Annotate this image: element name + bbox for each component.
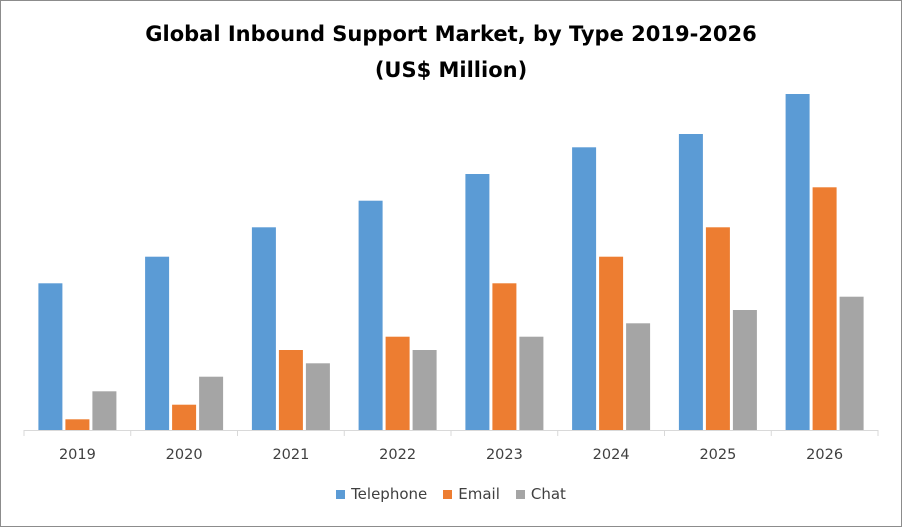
- x-tick-label-2025: 2025: [699, 447, 736, 463]
- bar-chat-2024: [626, 323, 651, 430]
- x-tick-label-2020: 2020: [166, 447, 203, 463]
- legend-item-email: Email: [443, 485, 500, 503]
- bar-chat-2023: [519, 336, 544, 430]
- bar-chat-2026: [839, 296, 864, 430]
- bar-telephone-2022: [358, 200, 383, 430]
- legend-label-email: Email: [458, 485, 500, 503]
- x-tick-label-2019: 2019: [59, 447, 96, 463]
- bar-email-2019: [65, 419, 90, 430]
- bar-email-2023: [492, 283, 517, 430]
- legend-item-chat: Chat: [515, 485, 566, 503]
- bar-chat-2022: [412, 350, 437, 430]
- bar-email-2024: [599, 256, 624, 430]
- bar-chat-2021: [305, 363, 330, 430]
- x-tick-label-2026: 2026: [806, 447, 843, 463]
- bar-email-2021: [278, 350, 303, 430]
- bar-chat-2025: [732, 310, 757, 430]
- bar-telephone-2026: [785, 94, 810, 430]
- legend-item-telephone: Telephone: [336, 485, 427, 503]
- bar-email-2025: [705, 227, 730, 430]
- bar-telephone-2025: [678, 134, 703, 430]
- bar-telephone-2020: [145, 256, 170, 430]
- bar-telephone-2019: [38, 283, 63, 430]
- bar-chat-2019: [92, 391, 117, 430]
- chart-title: Global Inbound Support Market, by Type 2…: [145, 22, 757, 46]
- x-tick-label-2022: 2022: [379, 447, 416, 463]
- legend-label-chat: Chat: [530, 485, 566, 503]
- x-tick-label-2023: 2023: [486, 447, 523, 463]
- x-tick-label-2021: 2021: [272, 447, 309, 463]
- legend: Telephone Email Chat: [0, 485, 902, 503]
- bar-telephone-2023: [465, 174, 490, 430]
- bar-telephone-2021: [251, 227, 276, 430]
- chart-subtitle: (US$ Million): [374, 58, 528, 82]
- legend-swatch-telephone: [336, 489, 346, 499]
- legend-label-telephone: Telephone: [351, 485, 428, 503]
- legend-swatch-chat: [515, 489, 525, 499]
- bar-email-2026: [812, 187, 837, 430]
- bar-telephone-2024: [572, 147, 597, 431]
- legend-swatch-email: [443, 489, 453, 499]
- bar-email-2022: [385, 336, 410, 430]
- bar-email-2020: [172, 404, 197, 430]
- bar-chat-2020: [199, 376, 224, 430]
- x-tick-label-2024: 2024: [593, 447, 630, 463]
